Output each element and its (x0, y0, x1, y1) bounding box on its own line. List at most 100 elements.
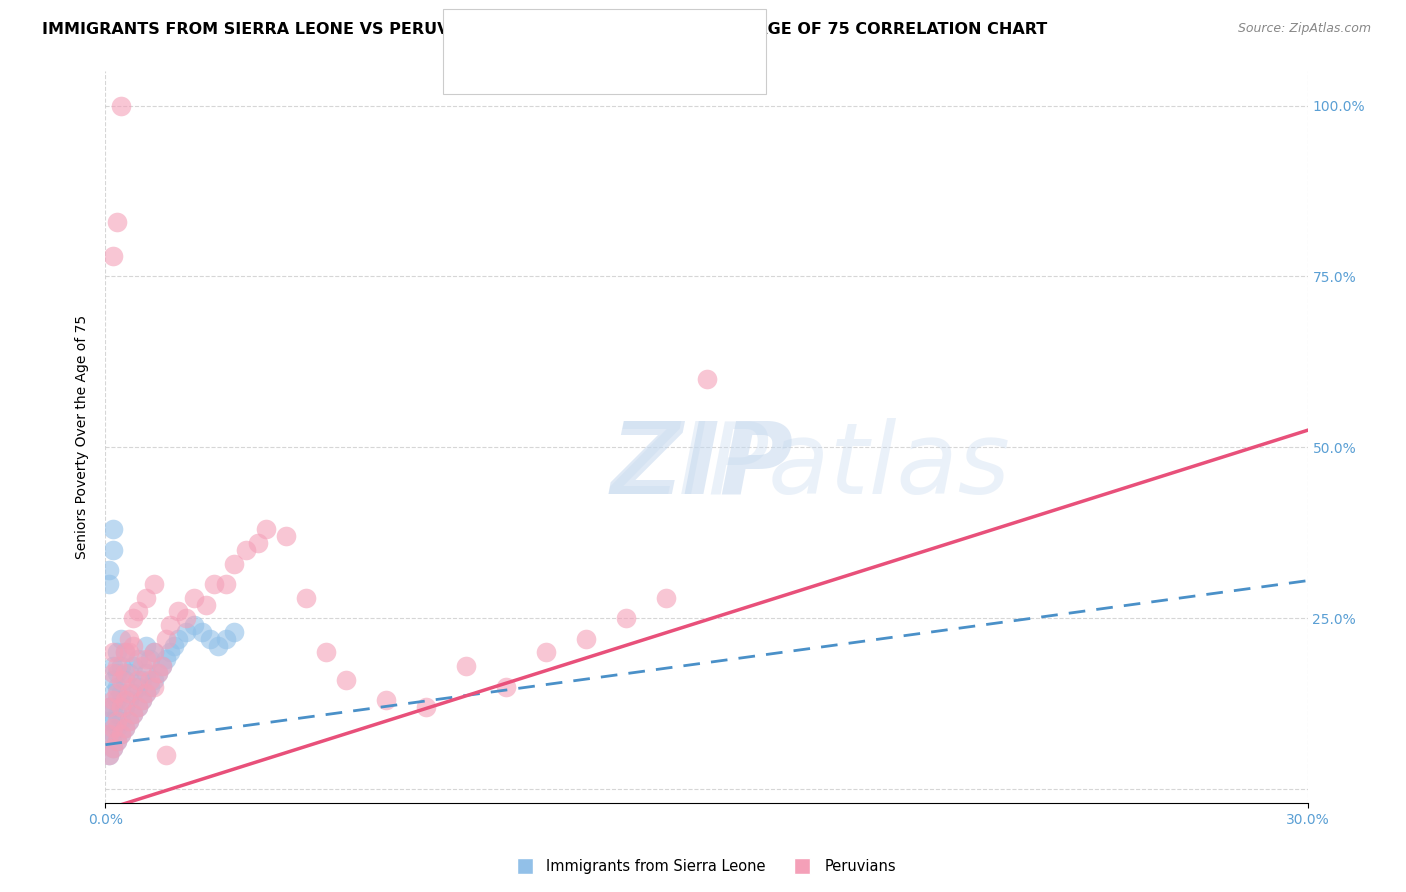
Point (696, 372, 718, 386)
Point (214, 632, 236, 646)
Point (122, 611, 145, 625)
Point (166, 632, 188, 646)
Point (110, 714, 132, 728)
Point (131, 693, 153, 707)
Point (142, 645, 165, 659)
Point (98, 700, 121, 714)
Point (98, 577, 121, 591)
Point (274, 529, 297, 543)
Point (222, 624, 245, 639)
Point (127, 604, 149, 618)
Point (127, 700, 149, 714)
Point (114, 721, 136, 735)
Point (118, 693, 141, 707)
Point (110, 727, 132, 741)
Point (103, 693, 125, 707)
Text: 0.186: 0.186 (523, 59, 571, 73)
Point (174, 611, 197, 625)
Point (107, 659, 129, 673)
Point (103, 673, 125, 687)
Point (534, 645, 557, 659)
Point (103, 645, 125, 659)
Point (190, 624, 212, 639)
Point (103, 665, 125, 680)
Text: N =: N = (567, 35, 610, 50)
Point (122, 686, 145, 700)
Text: ZIPatlas: ZIPatlas (610, 417, 1011, 515)
Point (103, 721, 125, 735)
Point (159, 618, 181, 632)
Text: 0.553: 0.553 (523, 35, 571, 50)
Point (142, 645, 165, 659)
Point (114, 645, 136, 659)
Point (415, 700, 437, 714)
Point (107, 734, 129, 748)
Point (146, 665, 169, 680)
Point (107, 645, 129, 659)
Point (114, 700, 136, 714)
Point (103, 522, 125, 536)
Point (110, 727, 132, 741)
Point (166, 604, 188, 618)
Point (131, 673, 153, 687)
Point (107, 721, 129, 735)
Point (122, 639, 145, 653)
Point (142, 577, 165, 591)
Point (374, 693, 398, 707)
Text: 70: 70 (602, 35, 623, 50)
Point (254, 522, 277, 536)
Point (127, 700, 149, 714)
Point (315, 645, 337, 659)
Point (118, 665, 141, 680)
Point (495, 680, 517, 694)
Point (207, 639, 229, 653)
Point (114, 645, 136, 659)
Point (110, 686, 132, 700)
Text: N =: N = (567, 59, 610, 73)
Point (107, 693, 129, 707)
Point (103, 714, 125, 728)
Point (174, 624, 197, 639)
Text: R =: R = (489, 35, 523, 50)
Point (110, 659, 132, 673)
Point (98, 727, 121, 741)
Point (295, 591, 318, 605)
Point (214, 577, 236, 591)
Point (183, 591, 205, 605)
Text: 62: 62 (602, 59, 623, 73)
Point (122, 680, 145, 694)
Point (103, 542, 125, 557)
Point (235, 542, 257, 557)
Point (98, 747, 121, 762)
Point (122, 706, 145, 721)
Point (114, 693, 136, 707)
Point (162, 639, 184, 653)
Point (138, 673, 160, 687)
Point (98, 747, 121, 762)
Point (454, 659, 477, 673)
Point (198, 632, 221, 646)
Text: Source: ZipAtlas.com: Source: ZipAtlas.com (1237, 22, 1371, 36)
Point (98, 700, 121, 714)
Point (159, 645, 181, 659)
Point (107, 706, 129, 721)
Point (118, 714, 141, 728)
Point (155, 747, 177, 762)
Point (110, 632, 132, 646)
Point (616, 611, 638, 625)
Point (127, 673, 149, 687)
Point (107, 734, 129, 748)
Point (107, 680, 129, 694)
Point (118, 645, 141, 659)
Point (135, 639, 157, 653)
Point (142, 673, 165, 687)
Point (135, 686, 157, 700)
Point (202, 577, 225, 591)
Text: IMMIGRANTS FROM SIERRA LEONE VS PERUVIAN SENIORS POVERTY OVER THE AGE OF 75 CORR: IMMIGRANTS FROM SIERRA LEONE VS PERUVIAN… (42, 22, 1047, 37)
Point (142, 680, 165, 694)
Point (103, 700, 125, 714)
Point (246, 536, 269, 550)
Legend: Immigrants from Sierra Leone, Peruvians: Immigrants from Sierra Leone, Peruvians (505, 854, 901, 880)
Point (138, 680, 160, 694)
Point (222, 557, 245, 571)
